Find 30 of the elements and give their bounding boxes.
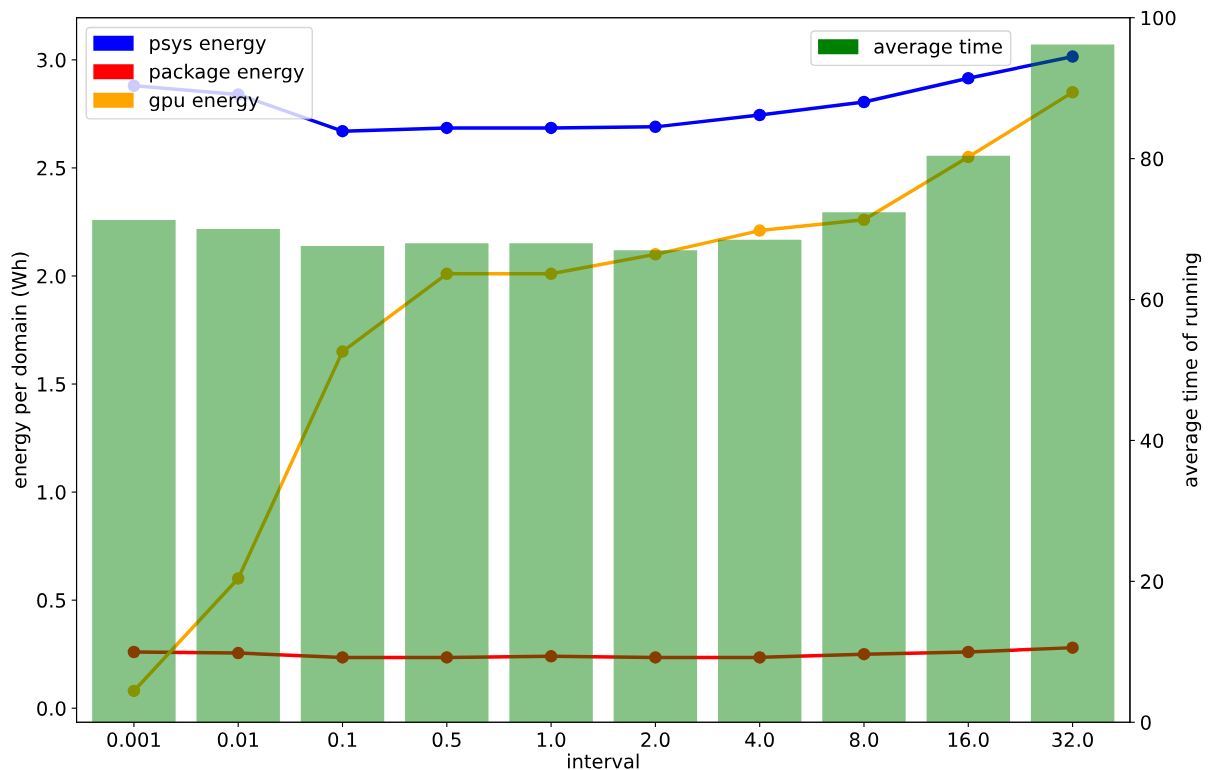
y-tick-label: 2.0 xyxy=(37,268,66,284)
x-tick-label: 8.0 xyxy=(849,732,879,748)
legend-label: average time xyxy=(874,38,1002,58)
y2-tick-label: 40 xyxy=(1140,433,1164,449)
y-tick-label: 0.5 xyxy=(37,593,66,608)
x-axis-title: interval xyxy=(568,753,639,769)
legend-label: psys energy xyxy=(150,39,266,55)
y-tick-label: 3.0 xyxy=(37,52,66,68)
y2-tick-label: 100 xyxy=(1141,10,1176,26)
y2-tick-label: 60 xyxy=(1141,292,1164,308)
x-tick-label: 16.0 xyxy=(948,732,989,748)
legend-label: package energy xyxy=(150,63,304,83)
y2-axis-title: average time of running xyxy=(1182,253,1202,487)
y-tick-label: 2.5 xyxy=(37,160,66,176)
x-tick-label: 0.5 xyxy=(432,732,461,748)
y2-tick-label: 80 xyxy=(1140,151,1164,167)
legend-label: gpu energy xyxy=(149,96,259,112)
x-tick-label: 0.1 xyxy=(328,732,357,748)
y-axis-title: energy per domain (Wh) xyxy=(11,252,31,488)
x-tick-label: 0.001 xyxy=(107,732,160,748)
x-tick-label: 2.0 xyxy=(641,732,670,748)
y2-tick-label: 0 xyxy=(1140,715,1151,730)
x-tick-label: 0.01 xyxy=(217,732,259,748)
y-tick-label: 1.5 xyxy=(38,377,66,392)
x-tick-label: 4.0 xyxy=(745,732,774,748)
y2-tick-label: 20 xyxy=(1141,574,1164,590)
y-tick-label: 0.0 xyxy=(37,701,66,716)
x-tick-label: 32.0 xyxy=(1052,732,1093,748)
y-tick-label: 1.0 xyxy=(38,485,66,500)
x-tick-label: 1.0 xyxy=(537,732,566,748)
